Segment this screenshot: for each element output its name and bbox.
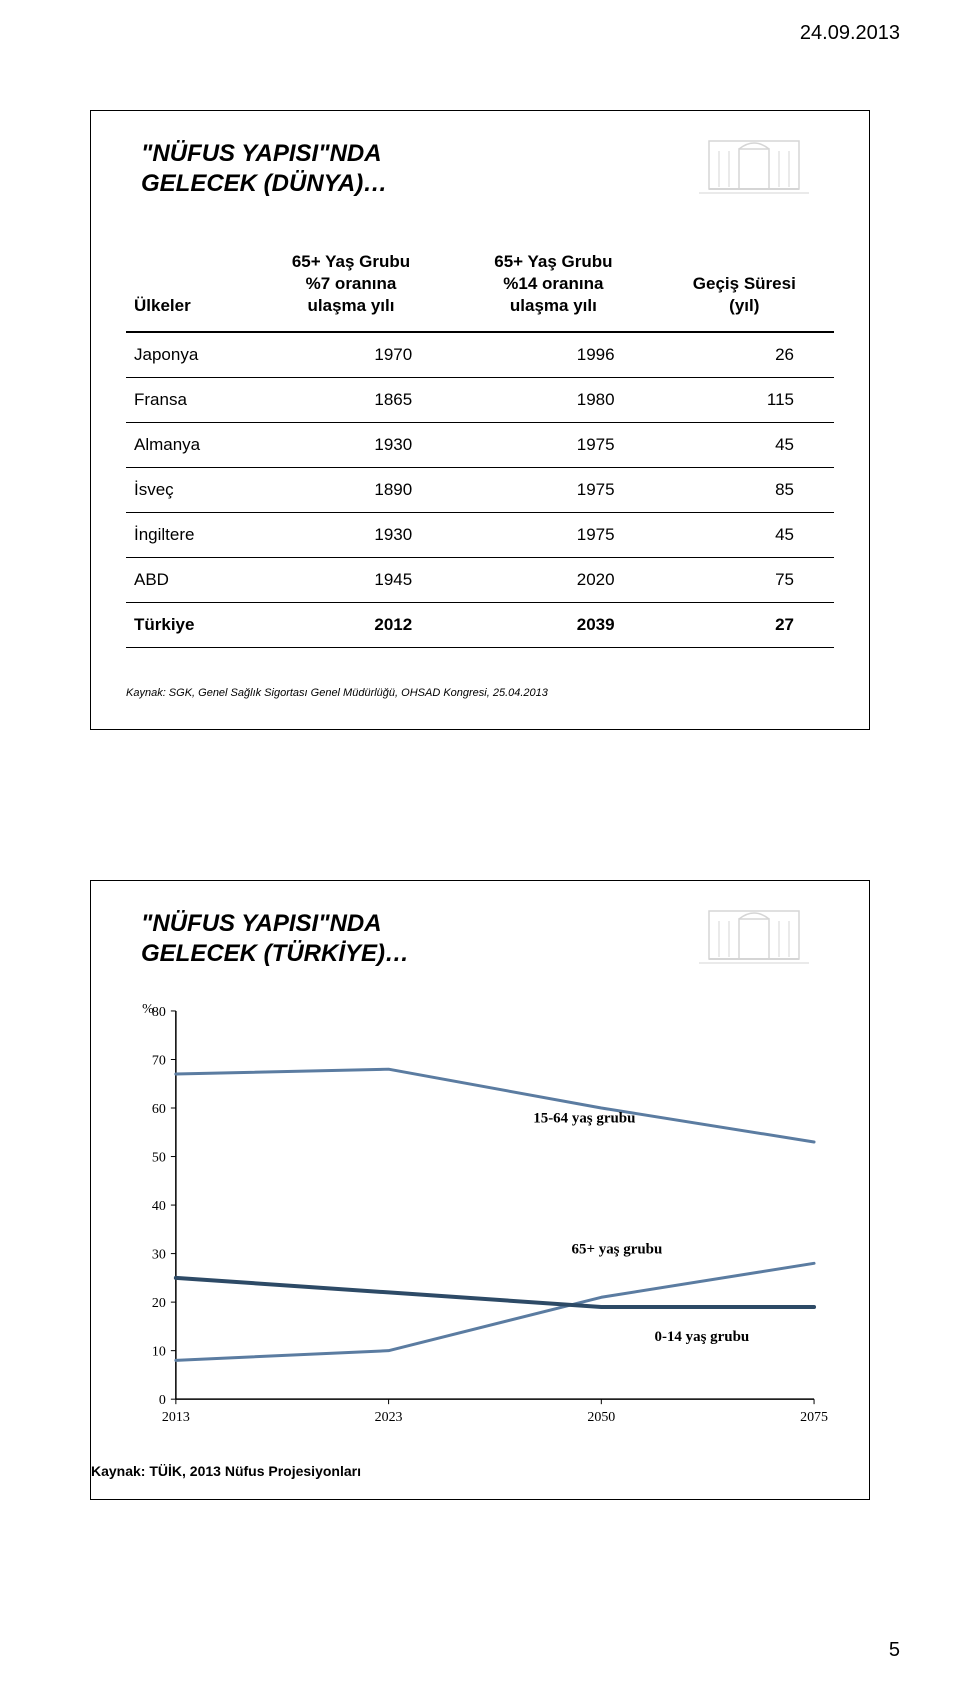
slide1-title: "NÜFUS YAPISI"NDA GELECEK (DÜNYA)… bbox=[141, 139, 387, 199]
demographics-table: Ülkeler 65+ Yaş Grubu %7 oranına ulaşma … bbox=[126, 241, 834, 648]
col-transition: Geçiş Süresi (yıl) bbox=[655, 241, 834, 332]
page-number: 5 bbox=[889, 1639, 900, 1662]
cell-value: 1930 bbox=[250, 423, 452, 468]
slide-demographics-world: "NÜFUS YAPISI"NDA GELECEK (DÜNYA)… Ülkel bbox=[90, 110, 870, 730]
svg-text:20: 20 bbox=[152, 1296, 166, 1311]
cell-value: 2012 bbox=[250, 603, 452, 648]
cell-value: 1890 bbox=[250, 468, 452, 513]
cell-country: Japonya bbox=[126, 332, 250, 378]
cell-value: 1975 bbox=[452, 468, 654, 513]
col-country: Ülkeler bbox=[126, 241, 250, 332]
svg-text:60: 60 bbox=[152, 1102, 166, 1117]
page-date: 24.09.2013 bbox=[800, 22, 900, 45]
university-logo-2 bbox=[679, 901, 829, 969]
table-row: Türkiye2012203927 bbox=[126, 603, 834, 648]
cell-value: 1930 bbox=[250, 513, 452, 558]
slide1-source: Kaynak: SGK, Genel Sağlık Sigortası Gene… bbox=[126, 687, 548, 699]
svg-text:70: 70 bbox=[152, 1053, 166, 1068]
table-row: İngiltere1930197545 bbox=[126, 513, 834, 558]
svg-text:50: 50 bbox=[152, 1151, 166, 1166]
slide-demographics-turkey: "NÜFUS YAPISI"NDA GELECEK (TÜRKİYE)… 0 10… bbox=[90, 880, 870, 1500]
col-14pct-l3: ulaşma yılı bbox=[510, 296, 597, 315]
cell-country: İngiltere bbox=[126, 513, 250, 558]
col-14pct-l2: %14 oranına bbox=[503, 274, 603, 293]
svg-text:2050: 2050 bbox=[587, 1410, 615, 1425]
col-trans-l2: (yıl) bbox=[729, 296, 759, 315]
table-header-row: Ülkeler 65+ Yaş Grubu %7 oranına ulaşma … bbox=[126, 241, 834, 332]
cell-value: 1945 bbox=[250, 558, 452, 603]
col-14pct-l1: 65+ Yaş Grubu bbox=[494, 252, 612, 271]
svg-text:80: 80 bbox=[152, 1005, 166, 1020]
svg-text:10: 10 bbox=[152, 1345, 166, 1360]
cell-value: 2020 bbox=[452, 558, 654, 603]
svg-text:15-64 yaş grubu: 15-64 yaş grubu bbox=[533, 1111, 635, 1127]
col-7pct: 65+ Yaş Grubu %7 oranına ulaşma yılı bbox=[250, 241, 452, 332]
cell-value: 1996 bbox=[452, 332, 654, 378]
cell-value: 45 bbox=[655, 423, 834, 468]
cell-value: 85 bbox=[655, 468, 834, 513]
slide2-footer: Kaynak: TÜİK, 2013 Nüfus Projesiyonları bbox=[91, 1461, 361, 1481]
population-projection-chart: 0 10 20 30 40 50 60 70 80% 2013 2023 2050 2075 15-64 … bbox=[126, 1001, 834, 1439]
cell-country: Almanya bbox=[126, 423, 250, 468]
svg-text:40: 40 bbox=[152, 1199, 166, 1214]
col-14pct: 65+ Yaş Grubu %14 oranına ulaşma yılı bbox=[452, 241, 654, 332]
svg-text:0: 0 bbox=[159, 1393, 166, 1408]
cell-value: 45 bbox=[655, 513, 834, 558]
cell-value: 1975 bbox=[452, 513, 654, 558]
slide2-title: "NÜFUS YAPISI"NDA GELECEK (TÜRKİYE)… bbox=[141, 909, 409, 969]
cell-country: Fransa bbox=[126, 378, 250, 423]
table-row: İsveç1890197585 bbox=[126, 468, 834, 513]
svg-text:2023: 2023 bbox=[375, 1410, 403, 1425]
slide1-title-line2: GELECEK (DÜNYA)… bbox=[141, 170, 387, 197]
slide2-title-line2: GELECEK (TÜRKİYE)… bbox=[141, 940, 409, 967]
col-7pct-l2: %7 oranına bbox=[306, 274, 397, 293]
cell-value: 2039 bbox=[452, 603, 654, 648]
university-logo bbox=[679, 131, 829, 199]
cell-country: İsveç bbox=[126, 468, 250, 513]
cell-value: 75 bbox=[655, 558, 834, 603]
svg-text:0-14 yaş grubu: 0-14 yaş grubu bbox=[655, 1329, 750, 1345]
cell-value: 1865 bbox=[250, 378, 452, 423]
svg-text:65+ yaş grubu: 65+ yaş grubu bbox=[572, 1242, 663, 1258]
table-row: Almanya1930197545 bbox=[126, 423, 834, 468]
svg-text:2075: 2075 bbox=[800, 1410, 828, 1425]
cell-value: 1970 bbox=[250, 332, 452, 378]
cell-country: Türkiye bbox=[126, 603, 250, 648]
table-row: Japonya1970199626 bbox=[126, 332, 834, 378]
slide2-title-line1: "NÜFUS YAPISI"NDA bbox=[141, 910, 382, 937]
col-7pct-l3: ulaşma yılı bbox=[308, 296, 395, 315]
cell-value: 1980 bbox=[452, 378, 654, 423]
svg-text:2013: 2013 bbox=[162, 1410, 190, 1425]
cell-value: 1975 bbox=[452, 423, 654, 468]
svg-text:30: 30 bbox=[152, 1248, 166, 1263]
table-row: Fransa18651980115 bbox=[126, 378, 834, 423]
col-7pct-l1: 65+ Yaş Grubu bbox=[292, 252, 410, 271]
slide1-title-line1: "NÜFUS YAPISI"NDA bbox=[141, 140, 382, 167]
table-row: ABD1945202075 bbox=[126, 558, 834, 603]
col-trans-l1: Geçiş Süresi bbox=[693, 274, 796, 293]
demographics-table-wrap: Ülkeler 65+ Yaş Grubu %7 oranına ulaşma … bbox=[126, 241, 834, 648]
cell-value: 27 bbox=[655, 603, 834, 648]
svg-text:%: % bbox=[142, 1002, 154, 1017]
cell-value: 115 bbox=[655, 378, 834, 423]
cell-country: ABD bbox=[126, 558, 250, 603]
cell-value: 26 bbox=[655, 332, 834, 378]
